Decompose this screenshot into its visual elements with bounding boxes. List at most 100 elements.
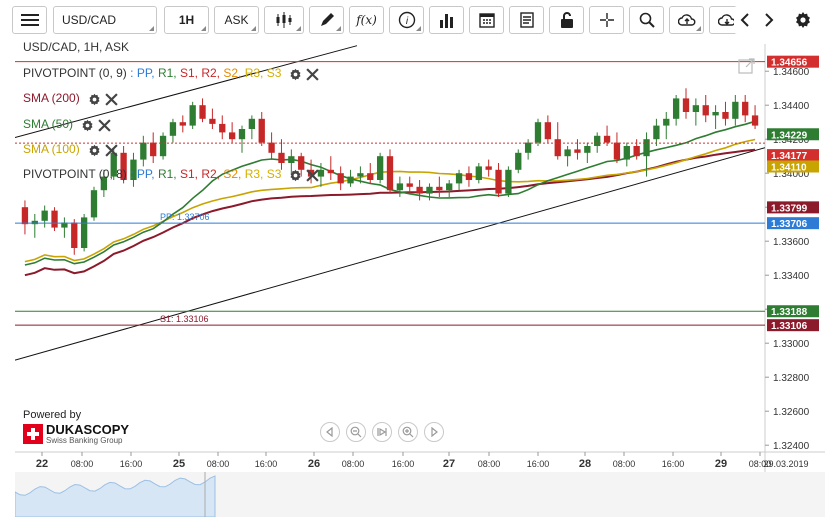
level-label-s1: S1: 1.33106	[160, 314, 209, 324]
x-tick-label: 25	[173, 458, 185, 470]
scroll-left-button[interactable]	[734, 6, 756, 34]
info-button[interactable]: i	[389, 6, 424, 34]
candle-body	[554, 139, 561, 157]
zoom-out-button[interactable]	[346, 422, 366, 442]
price-tag	[767, 160, 819, 173]
zoom-in-icon	[402, 426, 414, 438]
zoom-in-button[interactable]	[398, 422, 418, 442]
candle-body	[357, 173, 364, 177]
external-link-icon	[738, 58, 755, 74]
menu-button[interactable]	[12, 6, 47, 34]
x-tick-label: 29	[715, 458, 727, 470]
close-icon[interactable]	[306, 68, 320, 81]
candle-body	[71, 222, 78, 248]
brand-tagline: Swiss Banking Group	[46, 436, 123, 445]
zoom-button[interactable]	[629, 6, 664, 34]
symbol-label: USD/CAD	[62, 13, 117, 27]
x-end-date-label: 29.03.2019	[763, 459, 808, 469]
legend-row: SMA (200)	[23, 91, 118, 106]
pivot-part-s2: S2,	[223, 66, 245, 80]
price-tag	[767, 217, 819, 230]
candle-body	[347, 176, 354, 184]
candle-body	[288, 156, 295, 163]
triangle-left-icon	[326, 427, 333, 437]
candle-body	[455, 173, 463, 184]
swiss-cross-logo-icon	[23, 424, 43, 444]
x-tick-label: 16:00	[255, 459, 278, 469]
pan-left-button[interactable]	[320, 422, 340, 442]
volume-button[interactable]	[429, 6, 464, 34]
close-icon[interactable]	[105, 93, 118, 106]
chart-type-button[interactable]	[264, 6, 304, 34]
cloud-download-icon	[717, 14, 735, 26]
candle-body	[751, 115, 759, 126]
upload-button[interactable]	[669, 6, 704, 34]
crosshair-button[interactable]	[589, 6, 624, 34]
calendar-button[interactable]	[469, 6, 504, 34]
gear-icon[interactable]	[81, 119, 94, 132]
crosshair-icon	[599, 13, 614, 27]
lock-button[interactable]	[549, 6, 584, 34]
powered-by-label: Powered by	[23, 409, 82, 421]
pivot-part-s3: S3	[266, 66, 282, 80]
candle-body	[426, 186, 433, 194]
timeframe-select[interactable]: 1H	[164, 6, 209, 34]
pivot-part-r1: R1,	[157, 167, 180, 181]
candle-body	[80, 217, 88, 248]
gear-icon[interactable]	[289, 68, 302, 81]
candle-body	[31, 220, 38, 225]
draw-tool-button[interactable]	[309, 6, 344, 34]
reset-zoom-button[interactable]	[372, 422, 392, 442]
candle-body	[732, 101, 739, 119]
close-icon[interactable]	[105, 144, 118, 157]
candle-body	[663, 118, 670, 126]
candle-body	[682, 98, 690, 112]
indicators-button[interactable]: f(x)	[349, 6, 384, 34]
x-tick-label: 27	[443, 458, 455, 470]
close-icon[interactable]	[306, 169, 320, 182]
brand-name: DUKASCOPY	[46, 422, 130, 437]
candle-body	[633, 146, 640, 157]
y-tick-label: 1.32600	[773, 407, 810, 418]
candle-body	[278, 152, 285, 163]
svg-text:i: i	[405, 16, 408, 27]
calendar-icon	[478, 13, 495, 28]
pan-right-button[interactable]	[424, 422, 444, 442]
symbol-select[interactable]: USD/CAD	[53, 6, 157, 34]
candle-body	[298, 156, 305, 170]
candle-body	[110, 152, 117, 177]
x-tick-label: 22	[36, 458, 48, 470]
candle-body	[90, 190, 98, 218]
candle-body	[41, 210, 48, 221]
candle-body	[376, 156, 384, 180]
scroll-right-button[interactable]	[758, 6, 780, 34]
info-icon: i	[398, 11, 415, 29]
settings-button[interactable]	[790, 6, 816, 34]
candle-body	[268, 142, 275, 153]
candle-body	[150, 142, 157, 157]
news-button[interactable]	[509, 6, 544, 34]
x-tick-label: 26	[308, 458, 320, 470]
gear-icon[interactable]	[88, 93, 101, 106]
candle-body	[120, 152, 127, 180]
gear-icon[interactable]	[88, 144, 101, 157]
close-icon[interactable]	[98, 119, 111, 132]
popout-button[interactable]	[738, 57, 756, 78]
y-tick-label: 1.33000	[773, 339, 810, 350]
candle-body	[544, 122, 552, 140]
level-label-pp: PP: 1.33706	[160, 212, 210, 222]
candle-body	[613, 142, 621, 160]
legend-row: SMA (100)	[23, 142, 118, 157]
pivot-part-pp: PP,	[136, 167, 158, 181]
candle-body	[169, 122, 177, 136]
candle-body	[209, 118, 216, 124]
candle-body	[564, 149, 571, 157]
y-tick-label: 1.34200	[773, 135, 810, 146]
candle-body	[238, 129, 246, 140]
gear-icon[interactable]	[289, 169, 302, 182]
candle-body	[702, 105, 709, 116]
price-tag-label: 1.34229	[771, 130, 808, 141]
price-chart[interactable]: PP: 1.33706 S1: 1.33106 1.34600 1.34400 1.3…	[15, 44, 825, 517]
y-tick-label: 1.34400	[773, 101, 810, 112]
side-select[interactable]: ASK	[214, 6, 259, 34]
